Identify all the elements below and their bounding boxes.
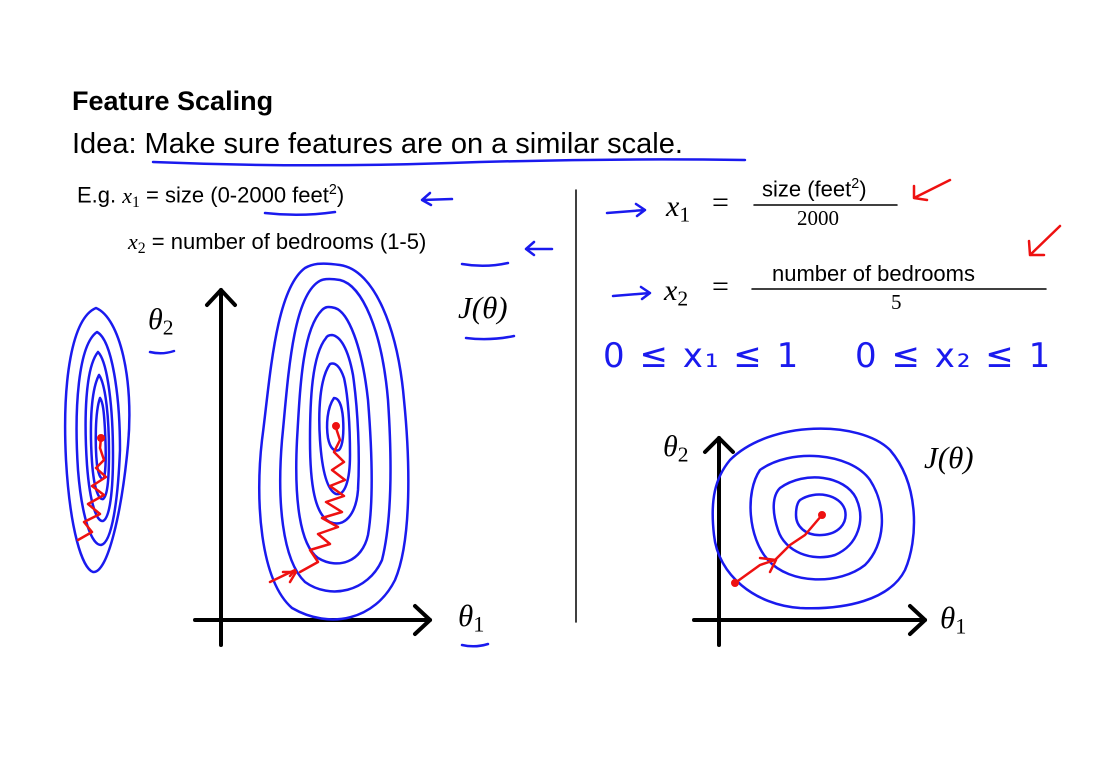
arrow-normalized-x1 [605, 202, 647, 218]
left-y-arrowhead [205, 288, 237, 307]
left-small-descent-path [76, 436, 108, 542]
contour-ring-3 [84, 350, 115, 523]
right-contours [711, 427, 916, 610]
left-cost-label: J(θ) [458, 290, 508, 325]
right-y-arrowhead [703, 436, 735, 454]
left-axes [193, 288, 432, 647]
left-main-minimum [332, 422, 340, 430]
contour-ring-2 [749, 454, 884, 581]
x1-exponent: 2 [328, 182, 337, 198]
arrow-x2-range [524, 240, 554, 257]
contour-ring-6 [325, 396, 345, 452]
left-main-arrowhead [281, 570, 298, 584]
right-axes [692, 436, 927, 647]
idea-underline [151, 158, 747, 167]
contour-ring-1 [63, 306, 131, 574]
J-underline [464, 334, 516, 341]
x2-fraction-denominator: 5 [891, 290, 902, 314]
eg-prefix: E.g. [77, 182, 123, 208]
example-x2-line: x2 = number of bedrooms (1-5) [128, 229, 426, 258]
left-theta1-label: θ1 [458, 598, 485, 637]
right-theta1-label: θ1 [940, 600, 967, 639]
contour-ring-1 [258, 262, 410, 621]
idea-line: Idea: Make sure features are on a simila… [72, 128, 683, 160]
example-x1-line: E.g. x1 = size (0-2000 feet2) [77, 182, 344, 212]
equals-sign-2: = [712, 270, 729, 303]
x1-description: = size (0-2000 feet [139, 182, 329, 208]
slide-title: Feature Scaling [72, 86, 274, 116]
left-small-contours [63, 306, 131, 574]
normalized-x1-symbol: x1 [666, 190, 691, 227]
range-2000-underline [263, 210, 337, 217]
range-5-underline [460, 261, 510, 267]
contour-ring-2 [278, 277, 392, 593]
theta1-underline [460, 642, 490, 648]
x2-variable: x2 [128, 229, 146, 257]
x1-fraction-numerator: size (feet2) [762, 176, 867, 202]
x2-fraction-numerator: number of bedrooms [772, 261, 975, 286]
x1-fraction-denominator: 2000 [797, 206, 839, 230]
theta2-underline [148, 349, 176, 355]
right-path-arrowhead [758, 556, 778, 574]
left-main-contours [258, 262, 410, 621]
contour-ring-5 [318, 362, 352, 496]
contour-ring-2 [75, 330, 122, 547]
contour-ring-3 [772, 476, 862, 559]
normalized-x2-symbol: x2 [664, 274, 689, 311]
left-x-arrowhead [413, 604, 432, 636]
right-cost-label: J(θ) [924, 440, 974, 475]
handwritten-x1-range: 0 ≤ x₁ ≤ 1 [603, 336, 801, 376]
contour-ring-4 [794, 493, 847, 537]
right-theta2-label: θ2 [663, 430, 689, 467]
right-minimum [818, 511, 826, 519]
left-small-minimum [97, 434, 105, 442]
handwritten-x2-range: 0 ≤ x₂ ≤ 1 [855, 336, 1053, 376]
red-arrow-x1 [912, 178, 952, 202]
contour-ring-4 [89, 373, 111, 501]
red-arrow-x2 [1027, 224, 1062, 257]
contour-ring-1 [711, 427, 916, 610]
left-main-descent-path [268, 426, 347, 584]
equals-sign-1: = [712, 186, 729, 219]
arrow-normalized-x2 [611, 285, 652, 301]
right-descent-path [733, 513, 824, 585]
ink-arrows [420, 191, 652, 301]
x1-close-paren: ) [336, 182, 345, 208]
x1-variable: x1 [122, 182, 140, 211]
x2-description: = number of bedrooms (1-5) [145, 229, 427, 254]
left-theta2-label: θ2 [148, 303, 174, 340]
contour-ring-4 [308, 333, 361, 525]
contour-ring-3 [295, 305, 374, 565]
arrow-x1-range [420, 191, 454, 207]
ink-underlines [148, 158, 747, 648]
right-start-point [731, 579, 739, 587]
red-check-arrows [912, 178, 1062, 257]
right-x-arrowhead [908, 604, 927, 636]
